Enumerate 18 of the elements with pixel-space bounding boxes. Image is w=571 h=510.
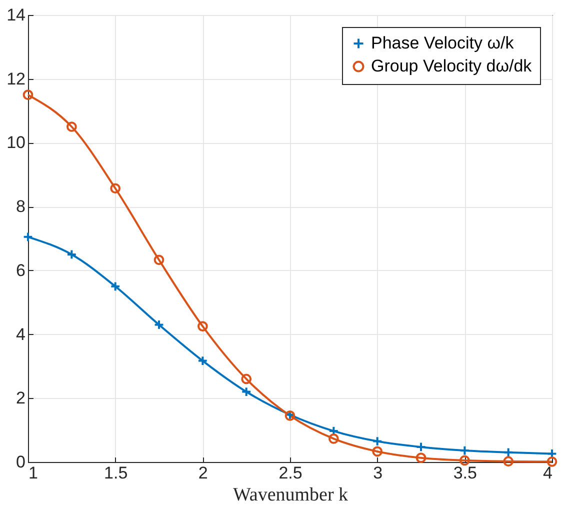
y-tick-label: 0 xyxy=(16,452,26,472)
y-tick-label: 2 xyxy=(16,388,26,408)
x-tick-label: 4 xyxy=(543,464,552,482)
y-tick-label: 6 xyxy=(16,260,26,280)
x-tick-label: 2 xyxy=(198,464,208,482)
legend-label: Phase Velocity ω/k xyxy=(371,34,514,52)
legend-label: Group Velocity dω/dk xyxy=(371,56,532,76)
x-tick-label: 1.5 xyxy=(104,464,128,482)
x-axis-title: Wavenumber k xyxy=(232,484,349,506)
y-tick-label: 4 xyxy=(16,324,26,344)
x-tick-label: 3 xyxy=(373,464,383,482)
y-tick-label: 14 xyxy=(6,6,26,24)
x-tick-label: 2.5 xyxy=(278,464,302,482)
x-tick-label: 1 xyxy=(28,464,38,482)
y-tick-label: 12 xyxy=(6,69,26,88)
y-tick-label: 10 xyxy=(6,133,26,152)
y-tick-label: 8 xyxy=(16,197,26,216)
x-tick-label: 3.5 xyxy=(453,464,477,482)
